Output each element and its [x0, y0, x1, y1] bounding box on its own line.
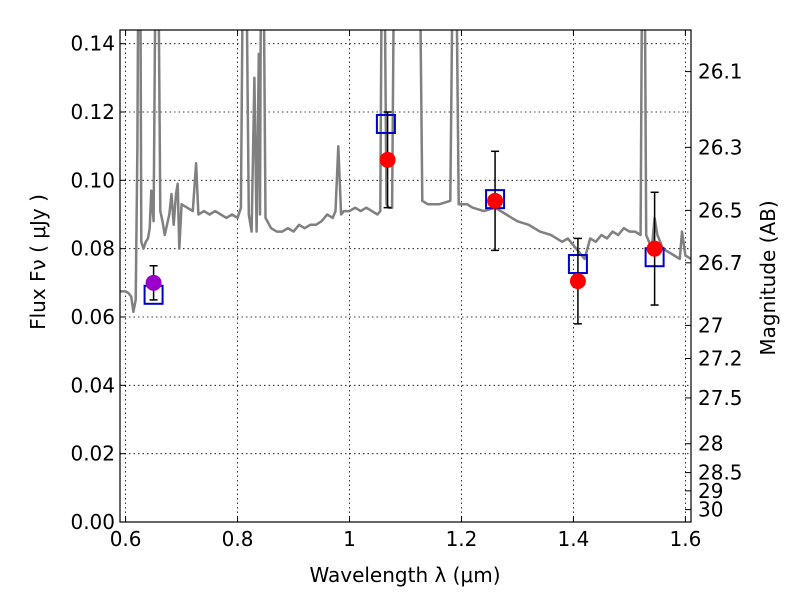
x-tick-label: 0.6 — [110, 527, 142, 551]
magnitude-tick-label: 27.2 — [698, 346, 743, 370]
y-tick-label: 0.02 — [70, 442, 115, 466]
model-photometry-square — [375, 113, 396, 134]
observed-flux-point — [145, 274, 162, 291]
y-tick-label: 0.08 — [70, 237, 115, 261]
plot-frame — [119, 29, 692, 523]
x-tick-label: 1.6 — [669, 527, 701, 551]
x-tick-label: 1.4 — [558, 527, 590, 551]
magnitude-tick-label: 28 — [698, 432, 723, 456]
plot-area — [120, 30, 691, 325]
observed-flux-point — [487, 192, 504, 209]
sed-model-line — [120, 30, 691, 314]
y-tick-label: 0.04 — [70, 373, 115, 397]
x-axis-title: Wavelength λ (μm) — [309, 563, 500, 587]
magnitude-tick-label: 27 — [698, 313, 723, 337]
y-tick-label: 0.14 — [70, 32, 115, 56]
axes: 0.6 0.8 1 1.2 1.4 1.6 0.00 0.02 0.04 0.06 0.08 0.10… — [70, 30, 743, 551]
observed-flux-point — [379, 151, 396, 168]
magnitude-tick-label: 26.5 — [698, 198, 743, 222]
observed-flux-point — [646, 240, 663, 257]
y-tick-label: 0.06 — [70, 305, 115, 329]
magnitude-tick-label: 29 — [698, 479, 723, 503]
y-axis-title: Flux Fν ( μJy ) — [26, 194, 50, 330]
x-tick-label: 1.2 — [446, 527, 478, 551]
magnitude-tick-label: 26.1 — [698, 60, 743, 84]
x-tick-label: 1 — [343, 527, 356, 551]
grid — [120, 30, 691, 523]
magnitude-tick-label: 28.5 — [698, 461, 743, 485]
magnitude-tick-label: 30 — [698, 498, 723, 522]
magnitude-tick-label: 26.3 — [698, 135, 743, 159]
magnitude-tick-label: 27.5 — [698, 386, 743, 410]
magnitude-axis-title: Magnitude (AB) — [756, 200, 780, 355]
x-tick-label: 0.8 — [222, 527, 254, 551]
observed-flux-point — [569, 273, 586, 290]
y-tick-label: 0.00 — [70, 510, 115, 534]
y-tick-label: 0.10 — [70, 168, 115, 192]
y-tick-label: 0.12 — [70, 100, 115, 124]
magnitude-tick-label: 26.7 — [698, 251, 743, 275]
